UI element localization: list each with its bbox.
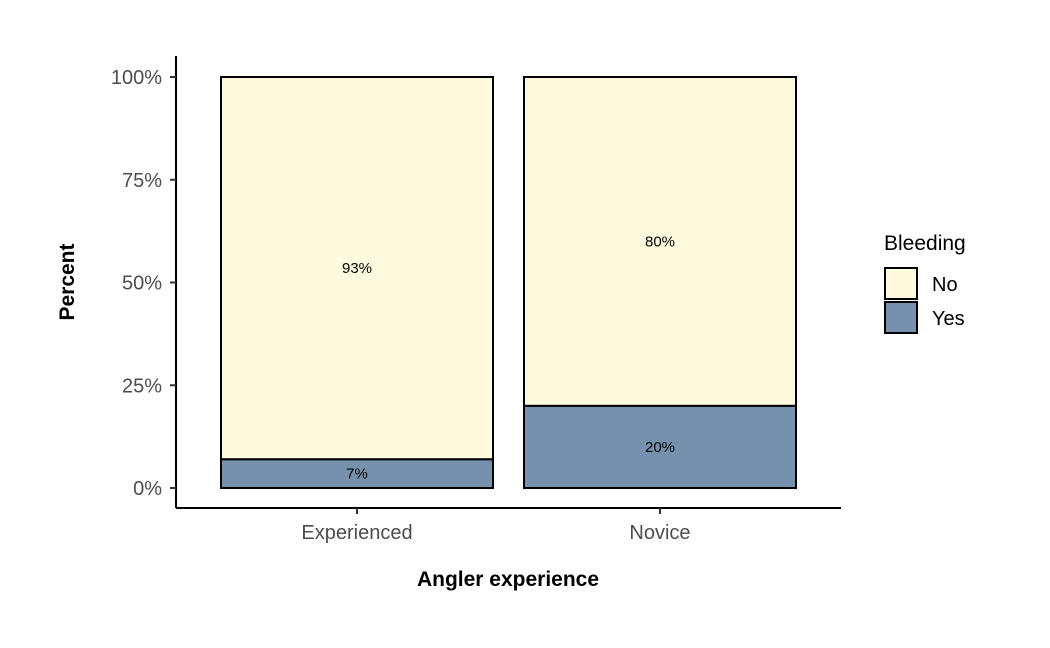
bar-experienced-no [220,76,494,461]
y-axis-title: Percent [56,243,79,320]
legend: Bleeding No Yes [884,232,966,334]
data-label-experienced-no: 93% [342,260,372,277]
legend-label-yes: Yes [932,308,965,330]
axes-layer: 0% 25% 50% 75% 100% Experienced Novice [111,56,841,544]
legend-key-yes [884,301,918,334]
data-labels-layer: 7% 93% 20% 80% [342,233,675,482]
legend-label-no: No [932,274,958,296]
y-tick-label-75: 75% [122,170,162,192]
x-tick-label-experienced: Experienced [301,522,412,544]
data-label-novice-yes: 20% [645,439,675,456]
y-tick-label-0: 0% [133,478,162,500]
legend-title: Bleeding [884,232,966,255]
data-label-experienced-yes: 7% [346,466,368,483]
y-tick-label-25: 25% [122,375,162,397]
bar-novice-no [523,76,797,407]
y-tick-label-50: 50% [122,273,162,295]
legend-key-no [884,267,918,300]
x-axis-title: Angler experience [417,568,599,591]
y-tick-label-100: 100% [111,67,162,89]
data-label-novice-no: 80% [645,233,675,250]
bars-layer [220,76,797,490]
x-tick-label-novice: Novice [629,522,690,544]
bar-experienced-yes [220,458,494,490]
